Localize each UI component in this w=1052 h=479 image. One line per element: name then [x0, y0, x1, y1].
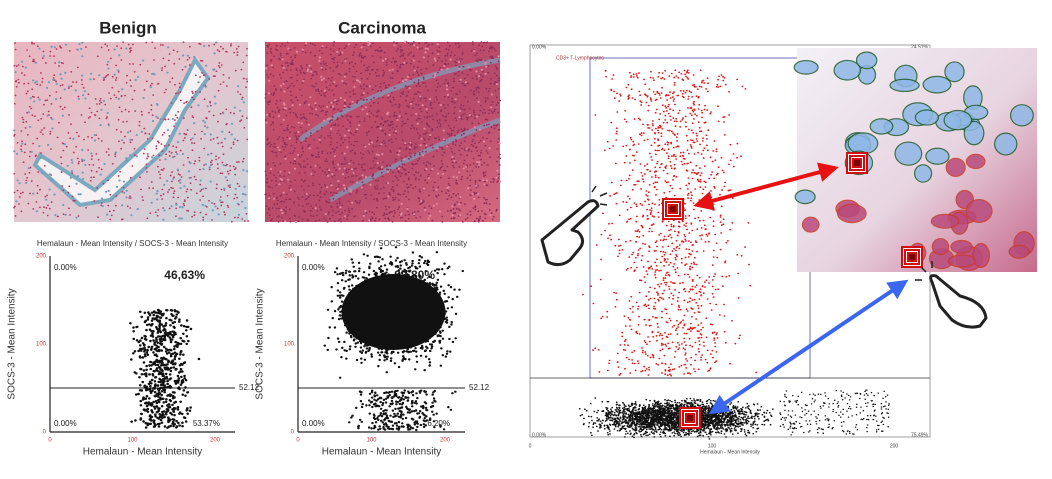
quadrant-label: 0.00%: [532, 432, 547, 438]
cell: [931, 238, 950, 256]
cell: [930, 213, 960, 229]
arrow: [693, 162, 839, 211]
cell: [869, 118, 894, 135]
x-tick-label: 100: [366, 438, 377, 444]
target-marker: [907, 252, 917, 262]
quadrant-label: 0.00%: [54, 419, 77, 428]
threshold-label: 52.12: [469, 383, 490, 392]
dot-cloud: [264, 41, 502, 223]
x-tick-label: 0: [296, 438, 300, 444]
cell: [914, 109, 939, 126]
dot-cloud: [323, 246, 464, 379]
y-tick-label: 100: [284, 342, 295, 348]
quadrant-label: 0.00%: [532, 44, 547, 50]
cell: [793, 59, 819, 75]
y-tick-label: 100: [36, 342, 47, 348]
y-axis-label: SOCS-3 - Mean Intensity: [7, 288, 18, 399]
x-axis-label: Hemalaun - Mean Intensity: [322, 447, 442, 458]
stroma: [298, 57, 501, 203]
cell: [801, 216, 820, 233]
dot-cloud: [779, 389, 890, 436]
quadrant-label: 53.37%: [193, 419, 220, 428]
dot-cloud: [13, 41, 250, 223]
target-marker: [852, 158, 862, 168]
cell: [847, 132, 879, 155]
cell: [889, 78, 920, 93]
quadrant-label: 0.00%: [302, 263, 325, 272]
y-tick-label: 200: [284, 254, 295, 260]
cell: [833, 59, 862, 81]
cell: [1008, 244, 1030, 259]
vessel: [32, 56, 211, 208]
cell: [913, 164, 933, 183]
cell: [1009, 104, 1034, 127]
panel-title: Benign: [99, 18, 157, 37]
plot-header: Hemalaun - Mean Intensity / SOCS-3 - Mea…: [37, 239, 228, 248]
cell: [945, 157, 966, 177]
dot-cloud: [264, 41, 501, 223]
x-axis-label: Hemalaun - Mean Intensity: [700, 449, 760, 455]
cell: [972, 242, 990, 269]
hand-icon: [540, 185, 608, 267]
cell: [963, 120, 985, 146]
cell: [950, 239, 973, 254]
cell: [925, 147, 950, 165]
y-tick-label: 0: [291, 430, 295, 436]
quadrant-label: 46,63%: [164, 268, 205, 282]
x-tick-label: 200: [210, 438, 221, 444]
target-marker: [668, 204, 678, 214]
cell: [894, 141, 923, 166]
quadrant-label: 0.00%: [302, 419, 325, 428]
hand-icon: [915, 261, 988, 329]
x-tick-label: 0: [48, 438, 52, 444]
quadrant-label: 24.51%: [911, 44, 929, 50]
y-tick-label: 0: [43, 430, 47, 436]
cell: [947, 254, 976, 268]
dot-cloud: [582, 69, 758, 377]
quadrant-label: 6.20%: [427, 419, 450, 428]
cell: [944, 61, 965, 83]
cell: [965, 153, 986, 170]
cell: [794, 189, 816, 205]
dot-cloud: [348, 389, 457, 432]
cell: [836, 203, 867, 224]
threshold-label: 52.12: [239, 383, 260, 392]
cell: [965, 198, 993, 224]
x-tick-label: 100: [708, 443, 717, 449]
cell: [855, 51, 878, 70]
x-tick-label: 200: [890, 443, 899, 449]
quadrant-label: 75.49%: [911, 432, 929, 438]
panel-title: Carcinoma: [338, 18, 426, 37]
gate-label: CD3+ T-Lymphocytes: [556, 55, 604, 61]
quadrant-label: 0.00%: [54, 263, 77, 272]
dot-cloud: [13, 41, 249, 221]
y-axis-label: SOCS-3 - Mean Intensity: [255, 288, 266, 399]
cell: [943, 109, 973, 131]
y-tick-label: 200: [36, 254, 47, 260]
x-axis-label: Hemalaun - Mean Intensity: [83, 447, 203, 458]
plot-header: Hemalaun - Mean Intensity / SOCS-3 - Mea…: [276, 239, 467, 248]
x-tick-label: 200: [440, 438, 451, 444]
x-tick-label: 100: [127, 438, 138, 444]
x-tick-label: 0: [529, 443, 532, 449]
arrow: [708, 279, 909, 415]
histology-image: [14, 42, 248, 222]
cell: [922, 75, 952, 94]
gate: [589, 57, 811, 379]
target-marker: [685, 413, 695, 423]
cell: [994, 132, 1018, 156]
dot-cloud: [129, 308, 201, 429]
